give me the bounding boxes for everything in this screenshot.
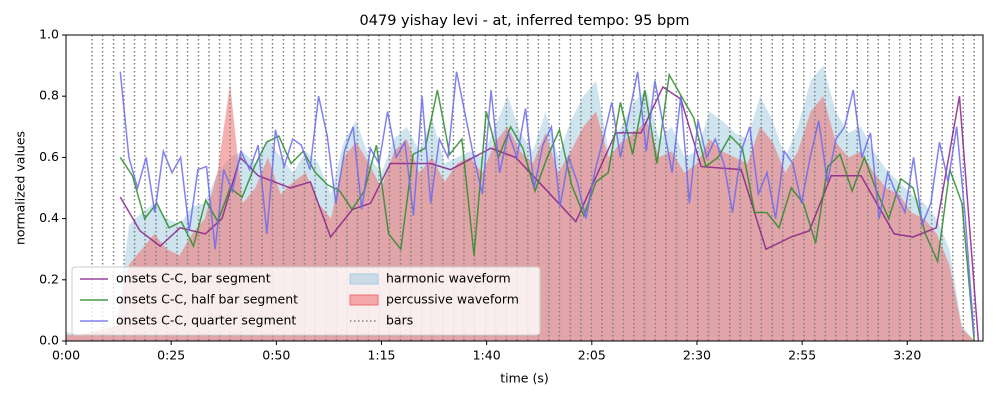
x-tick-label: 1:40 (473, 348, 501, 363)
y-tick-label: 0.0 (39, 333, 59, 348)
axes-frame (65, 34, 984, 342)
x-axis-label: time (s) (500, 371, 548, 386)
y-tick-label: 1.0 (39, 27, 59, 42)
series-line (119, 71, 975, 335)
axes: 0:00 0:25 0:50 1:15 1:40 2:05 2:30 2:55 3:20 0.0 0… (39, 27, 984, 363)
legend: onsets C-C, bar segment onsets C-C, half … (71, 266, 541, 336)
x-tick-label: 0:50 (262, 348, 290, 363)
legend-label: onsets C-C, bar segment (116, 271, 271, 286)
chart-title: 0479 yishay levi - at, inferred tempo: 9… (360, 13, 690, 29)
y-tick-label: 0.2 (39, 271, 59, 286)
x-tick-label: 2:05 (578, 348, 606, 363)
legend-label: onsets C-C, half bar segment (116, 292, 298, 307)
y-tick-label: 0.6 (39, 149, 59, 164)
legend-box (71, 266, 541, 336)
legend-swatch (349, 294, 379, 306)
legend-swatch (349, 273, 379, 285)
x-tick-label: 0:25 (157, 348, 185, 363)
x-tick-label: 1:15 (367, 348, 395, 363)
legend-label: percussive waveform (386, 292, 519, 307)
x-tick-label: 2:55 (788, 348, 816, 363)
legend-label: bars (386, 313, 413, 328)
y-axis-label: normalized values (13, 131, 28, 245)
legend-label: harmonic waveform (386, 271, 511, 286)
y-tick-label: 0.8 (39, 88, 59, 103)
x-tick-label: 2:30 (683, 348, 711, 363)
legend-label: onsets C-C, quarter segment (116, 313, 296, 328)
x-tick-label: 0:00 (52, 348, 80, 363)
x-tick-label: 3:20 (893, 348, 921, 363)
y-tick-label: 0.4 (39, 210, 59, 225)
